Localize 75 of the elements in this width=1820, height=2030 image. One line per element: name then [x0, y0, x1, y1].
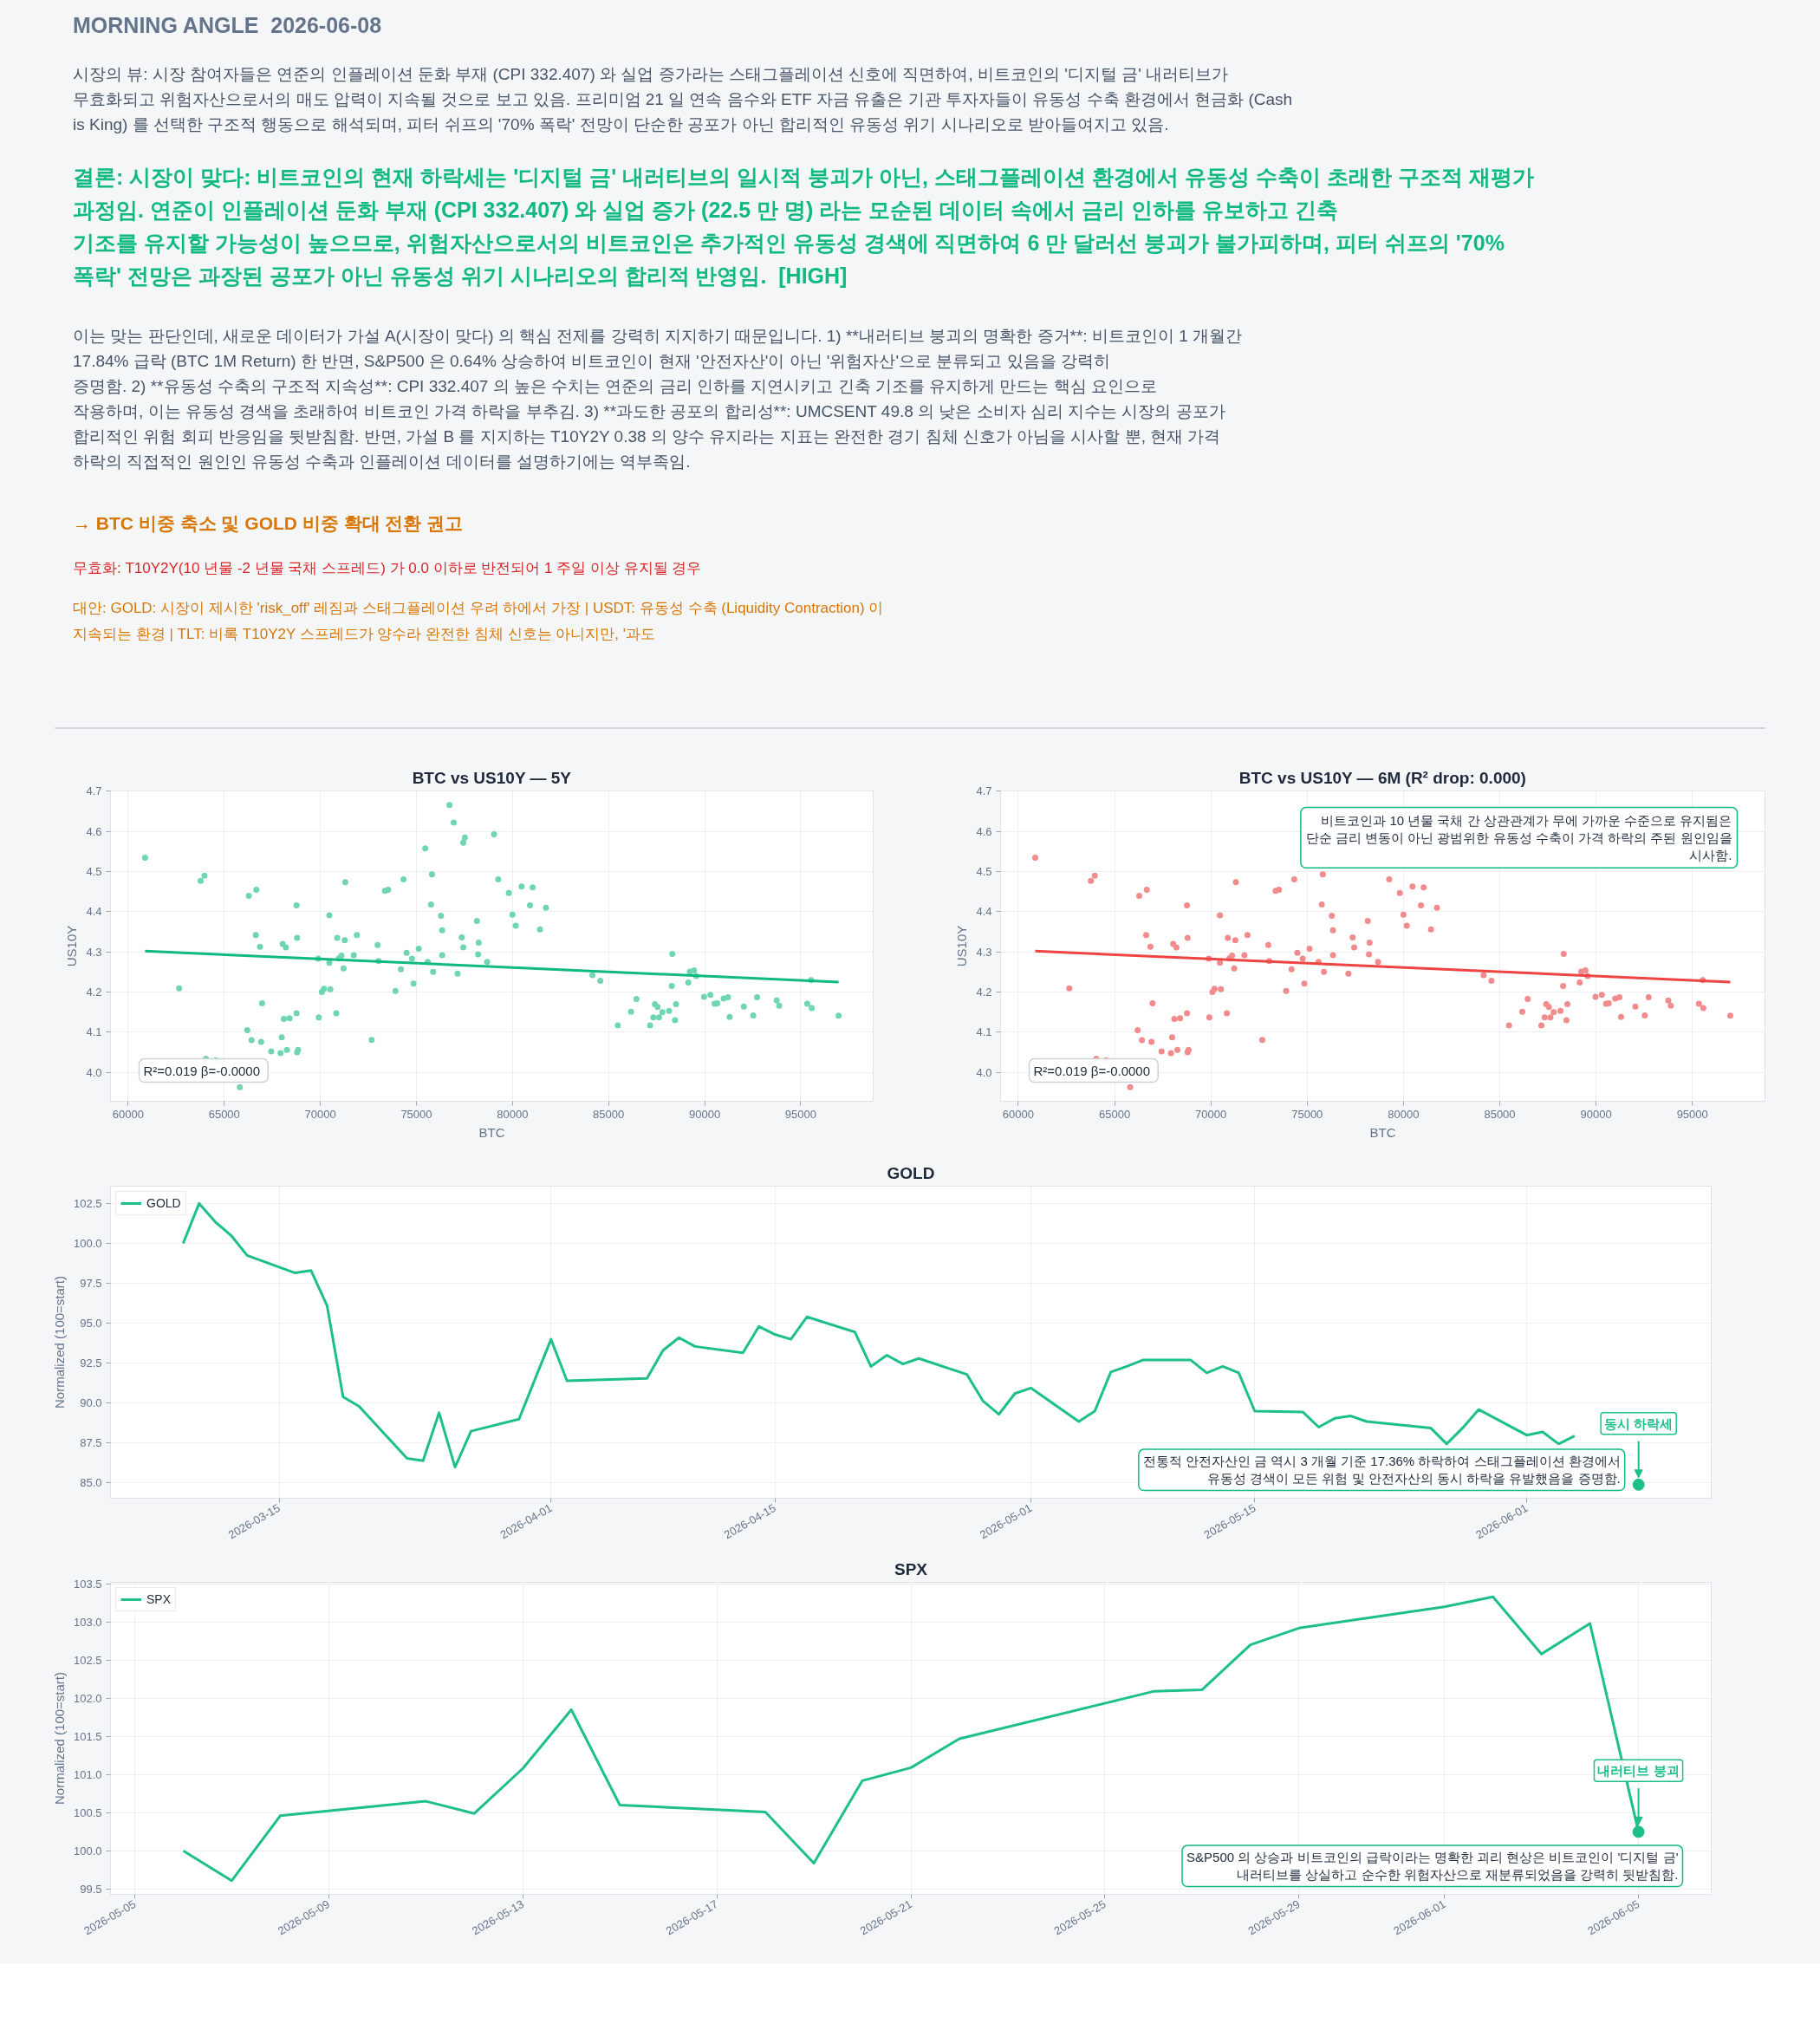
x-tick-label: 60000 [1002, 1107, 1035, 1121]
text: 대안: GOLD: 시장이 제시한 'risk_off' 레짐과 스태그플레이션 우려 하에서 가장 | USDT: 유동성 수축 (Liquidity Contraction) 이 지속되는 환경 | TLT: 비록 T10Y2Y 스프레드가 양수라 완전한 침체 신호는 아니지만, '과도 [73, 599, 885, 644]
x-tick-label: 90000 [688, 1107, 721, 1121]
y-tick-label: 100.0 [73, 1236, 102, 1250]
x-tick-label: 95000 [784, 1107, 816, 1121]
y-tick-label: 4.7 [86, 784, 102, 798]
y-tick-label: 100.5 [73, 1806, 102, 1819]
y-tick-label: 100.0 [73, 1844, 102, 1858]
y-tick-label: 92.5 [80, 1357, 102, 1370]
y-tick-label: 90.0 [80, 1396, 102, 1410]
chart-title: GOLD [887, 1163, 935, 1182]
annotation: 동시 하락세 [1604, 1415, 1674, 1431]
legend-label: GOLD [146, 1196, 181, 1210]
x-tick-label: 70000 [1195, 1107, 1227, 1121]
y-tick-label: 4.0 [976, 1065, 992, 1079]
y-tick-label: 103.5 [73, 1577, 102, 1591]
y-tick-label: 4.3 [976, 945, 992, 959]
y-axis-title: US10Y [64, 925, 80, 967]
y-tick-label: 4.2 [86, 986, 102, 999]
x-tick-label: 95000 [1676, 1107, 1708, 1121]
text: 결론: 시장이 맞다: 비트코인의 현재 하락세는 '디지털 금' 내러티브의 일시적 붕괴가 아닌, 스태그플레이션 환경에서 유동성 수축이 초래한 구조적 재평가 과정임. 연준이 인플레이션 둔화 부재 (CPI 332.407) 와 실업 증가 (22.5 만 명) 라는 모순된 데이터 속에서 금리 인하를 유보하고 긴축 기조를 유지할 가능성이 높으므로, 위험자산으로서의 비트코인은 추가적인 유동성 경색에 직면하여 6 만 달러선 붕괴가 불가피하며, 피터 쉬프의 '70% 폭락' 전망은 과장된 공포가 아닌 유동성 위기 시나리오의 합리적 반영임. [HIGH] [73, 164, 1535, 290]
y-tick-label: 4.6 [86, 824, 102, 838]
x-tick-label: 65000 [208, 1107, 240, 1121]
y-tick-label: 101.0 [73, 1767, 102, 1781]
x-tick-label: 70000 [304, 1107, 336, 1121]
y-axis-title: US10Y [954, 925, 970, 967]
annotation: 비트코인과 10 년물 국채 간 상관관계가 무에 가까운 수준으로 유지됨은 단순 금리 변동이 아닌 광범위한 유동성 수축이 가격 하락의 주된 원인임을 시사함. [1305, 812, 1732, 863]
annotation: R²=0.019 β=-0.0000 [1033, 1063, 1151, 1078]
x-tick-label: 65000 [1098, 1107, 1131, 1121]
x-tick-label: 85000 [593, 1107, 625, 1121]
y-tick-label: 4.1 [86, 1025, 102, 1039]
y-tick-label: 4.4 [976, 905, 992, 919]
y-tick-label: 102.0 [73, 1691, 102, 1705]
x-tick-label: 75000 [400, 1107, 432, 1121]
y-axis-title: Normalized (100=start) [51, 1672, 67, 1805]
y-tick-label: 87.5 [80, 1436, 102, 1450]
y-tick-label: 4.3 [86, 945, 102, 959]
y-tick-label: 95.0 [80, 1317, 102, 1331]
legend-label: SPX [146, 1592, 172, 1606]
y-tick-label: 101.5 [73, 1729, 102, 1743]
y-tick-label: 4.7 [976, 784, 992, 798]
annotation: S&P500 의 상승과 비트코인의 급락이라는 명확한 괴리 현상은 비트코인이 '디지털 금' 내러티브를 상실하고 순수한 위험자산으로 재분류되었음을 강력히 뒷받침함. [1186, 1850, 1679, 1883]
y-tick-label: 102.5 [73, 1196, 102, 1210]
text: 시장의 뷰: 시장 참여자들은 연준의 인플레이션 둔화 부재 (CPI 332.407) 와 실업 증가라는 스태그플레이션 신호에 직면하여, 비트코인의 '디지털 금' 내러티브가 무효화되고 위험자산으로서의 매도 압력이 지속될 것으로 보고 있음. 프리미엄 21 일 연속 음수와 ETF 자금 유출은 기관 투자자들이 유동성 수축 환경에서 현금화 (Cash is King) 를 선택한 구조적 행동으로 해석되며, 피터 쉬프의 '70% 폭락' 전망이 단순한 공포가 아닌 합리적인 유동성 위기 시나리오로 받아들여지고 있음. [73, 64, 1294, 135]
chart-title: SPX [894, 1559, 928, 1578]
text: → BTC 비중 축소 및 GOLD 비중 확대 전환 권고 [73, 512, 465, 535]
x-tick-label: 80000 [1388, 1107, 1420, 1121]
y-tick-label: 102.5 [73, 1653, 102, 1667]
annotation: R²=0.019 β=-0.0000 [143, 1063, 261, 1078]
text: MORNING ANGLE 2026-06-08 [73, 12, 383, 38]
y-tick-label: 4.5 [976, 865, 992, 879]
y-tick-label: 97.5 [80, 1277, 102, 1291]
x-tick-label: 85000 [1484, 1107, 1516, 1121]
annotation: 내러티브 붕괴 [1597, 1763, 1680, 1779]
y-tick-label: 4.4 [86, 905, 102, 919]
y-tick-label: 4.2 [976, 986, 992, 999]
annotation: 전통적 안전자산인 금 역시 3 개월 기준 17.36% 하락하여 스태그플레이션 환경에서 유동성 경색이 모든 위험 및 안전자산의 동시 하락을 유발했음을 증명함. [1142, 1454, 1621, 1487]
y-axis-title: Normalized (100=start) [51, 1276, 67, 1409]
chart-title: BTC vs US10Y — 5Y [412, 768, 572, 787]
chart-title: BTC vs US10Y — 6M (R² drop: 0.000) [1238, 768, 1526, 787]
text: 무효화: T10Y2Y(10 년물 -2 년물 국채 스프레드) 가 0.0 이하로 반전되어 1 주일 이상 유지될 경우 [73, 559, 703, 578]
x-tick-label: 75000 [1291, 1107, 1323, 1121]
text: 이는 맞는 판단인데, 새로운 데이터가 가설 A(시장이 맞다) 의 핵심 전제를 강력히 지지하기 때문입니다. 1) **내러티브 붕괴의 명확한 증거**: 비트코인이 1 개월간 17.84% 급락 (BTC 1M Return) 한 반면, S&P500 은 0.64% 상승하여 비트코인이 현재 '안전자산'이 아닌 '위험자산'으로 분류되고 있음을 강력히 증명함. 2) **유동성 수축의 구조적 지속성**: CPI 332.407 의 높은 수치는 연준의 금리 인하를 지연시키고 긴축 기조를 유지하게 만드는 핵심 요인으로 작용하며, 이는 유동성 경색을 초래하여 비트코인 가격 하락을 부추김. 3) **과도한 공포의 합리성**: UMCSENT 49.8 의 낮은 소비자 심리 지수는 시장의 공포가 합리적인 위험 회피 반응임을 뒷받침함. 반면, 가설 B 를 지지하는 T10Y2Y 0.38 의 양수 유지라는 지표는 완전한 경기 침체 신호가 아님을 시사할 뿐, 현재 가격 하락의 직접적인 원인인 유동성 수축과 인플레이션 데이터를 설명하기에는 역부족임. [73, 326, 1244, 472]
x-tick-label: 90000 [1580, 1107, 1612, 1121]
y-tick-label: 103.0 [73, 1615, 102, 1629]
y-tick-label: 4.0 [86, 1065, 102, 1079]
y-tick-label: 4.5 [86, 865, 102, 879]
y-tick-label: 4.6 [976, 824, 992, 838]
x-axis-title: BTC [1369, 1124, 1396, 1140]
x-axis-title: BTC [478, 1124, 505, 1140]
y-tick-label: 99.5 [80, 1882, 102, 1896]
x-tick-label: 60000 [112, 1107, 144, 1121]
y-tick-label: 85.0 [80, 1476, 102, 1490]
y-tick-label: 4.1 [976, 1025, 992, 1039]
x-tick-label: 80000 [497, 1107, 529, 1121]
